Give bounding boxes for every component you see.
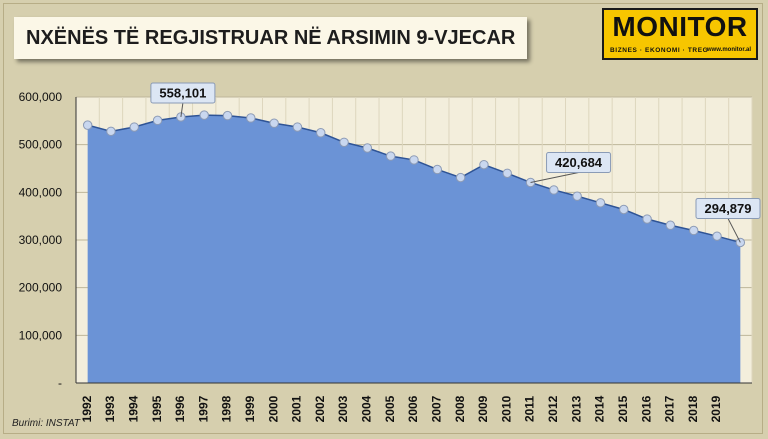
x-tick-label: 1994 [126,395,140,422]
x-tick-label: 2001 [290,395,304,422]
x-tick-label: 1997 [196,395,210,422]
data-point [409,155,419,165]
y-tick-label: 300,000 [19,233,63,247]
data-point [82,120,93,130]
x-tick-label: 2013 [569,395,583,422]
chart-title: NXËNËS TË REGJISTRUAR NË ARSIMIN 9-VJECA… [26,26,516,49]
callout-label: 420,684 [555,155,603,170]
x-tick-label: 2012 [546,395,560,422]
x-tick-label: 2009 [476,395,490,422]
callout-box [546,151,612,173]
x-tick-label: 2004 [360,395,374,422]
x-tick-label: 1992 [80,395,94,422]
data-point [316,128,326,138]
x-tick-label: 1998 [220,395,234,422]
data-point [455,172,466,183]
callout-box [150,82,216,104]
data-point [106,126,116,137]
logo-url: www.monitor.al [706,47,751,53]
data-point [595,198,606,208]
x-tick-label: 2017 [663,395,677,422]
data-point [362,143,373,153]
x-tick-label: 2003 [336,395,350,422]
x-tick-label: 2018 [686,395,700,422]
x-tick-label: 1996 [173,395,187,422]
data-point [549,185,559,195]
x-tick-label: 1995 [150,395,164,422]
x-tick-label: 2016 [639,395,653,422]
x-tick-label: 2000 [266,395,280,422]
callout-box [695,197,761,219]
x-tick-label: 2007 [429,395,443,422]
y-tick-label: 100,000 [19,328,63,342]
data-point [292,122,303,132]
data-point [432,164,443,175]
data-point [712,231,722,241]
callout-label: 294,879 [705,201,752,216]
x-tick-label: 2005 [383,395,397,422]
data-point [269,118,279,128]
data-point [642,214,652,224]
data-point [619,204,629,215]
y-tick-label: 600,000 [19,90,63,104]
logo-tagline: BIZNES · EKONOMI · TREG [610,47,709,54]
data-point [479,159,489,170]
callout-leader [530,171,579,183]
monitor-logo: MONITOR BIZNES · EKONOMI · TREG www.moni… [602,8,758,60]
x-tick-label: 1999 [243,395,257,422]
x-tick-label: 2014 [593,395,607,422]
area-fill [87,115,741,383]
data-point [502,168,512,178]
data-point [339,137,349,147]
callout-leader [727,218,741,243]
x-tick-label: 2008 [453,395,467,422]
data-point [689,225,699,236]
chart-frame [3,3,763,434]
x-tick-label: 2019 [709,395,723,422]
data-point [572,191,582,201]
x-tick-label: 2010 [499,395,513,422]
y-tick-label: - [58,376,62,390]
data-point [129,122,139,132]
y-tick-label: 500,000 [19,138,63,152]
chart-title-box: NXËNËS TË REGJISTRUAR NË ARSIMIN 9-VJECA… [14,17,528,59]
data-point [665,220,676,230]
data-point [246,113,256,123]
callout-leader [180,102,184,118]
x-tick-label: 1993 [103,395,117,422]
data-point [199,110,209,120]
x-tick-label: 2015 [616,395,630,422]
data-point [222,110,233,121]
source-note: Burimi: INSTAT [12,418,80,429]
x-tick-label: 2002 [313,395,327,422]
x-tick-label: 2011 [523,396,537,422]
logo-wordmark: MONITOR [612,11,748,42]
data-point [152,115,163,126]
y-tick-label: 200,000 [19,281,63,295]
x-tick-label: 2006 [406,395,420,422]
data-point [385,151,396,161]
callout-label: 558,101 [159,85,206,100]
y-tick-label: 400,000 [19,185,63,199]
